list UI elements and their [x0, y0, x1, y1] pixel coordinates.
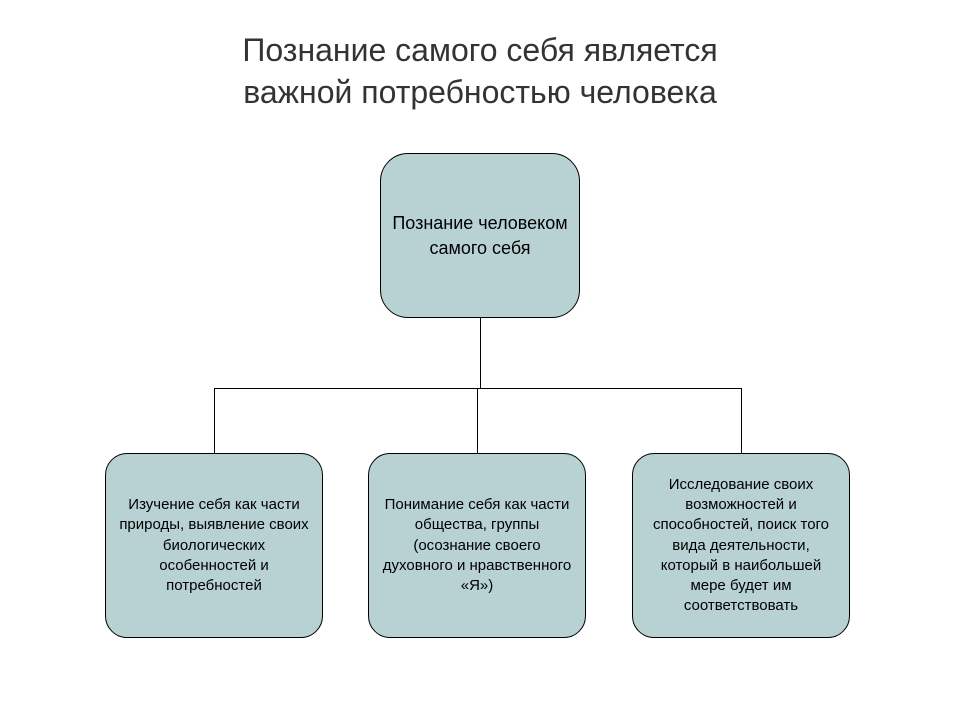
- title-line-1: Познание самого себя является: [242, 32, 717, 68]
- connector-root-stem: [480, 318, 481, 388]
- child-node-2: Исследование своих возможностей и способ…: [632, 453, 850, 638]
- child-node-0-text: Изучение себя как части природы, выявлен…: [116, 495, 312, 596]
- connector-child-stem-2: [741, 388, 742, 453]
- connector-child-stem-0: [214, 388, 215, 453]
- page-title: Познание самого себя является важной пот…: [0, 0, 960, 113]
- child-node-1-text: Понимание себя как части общества, групп…: [379, 495, 575, 596]
- title-line-2: важной потребностью человека: [243, 74, 717, 110]
- connector-child-stem-1: [477, 388, 478, 453]
- root-node-text: Познание человеком самого себя: [391, 211, 569, 260]
- child-node-0: Изучение себя как части природы, выявлен…: [105, 453, 323, 638]
- child-node-1: Понимание себя как части общества, групп…: [368, 453, 586, 638]
- root-node: Познание человеком самого себя: [380, 153, 580, 318]
- diagram-container: Познание человеком самого себя Изучение …: [0, 133, 960, 693]
- child-node-2-text: Исследование своих возможностей и способ…: [643, 475, 839, 617]
